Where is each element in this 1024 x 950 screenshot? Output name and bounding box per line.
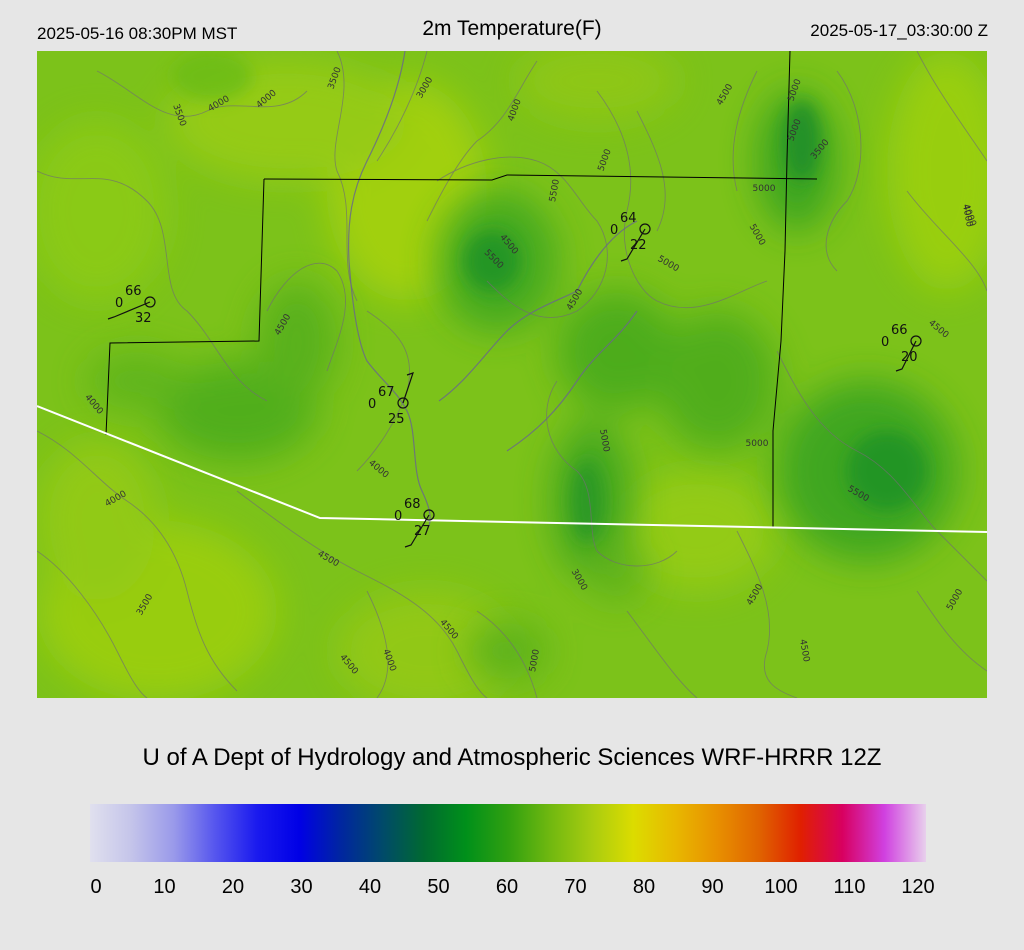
contour-label: 5500 xyxy=(548,178,562,203)
colorbar-tick-label: 60 xyxy=(495,876,519,898)
station-plot: 680 27 xyxy=(394,497,435,548)
station-circle xyxy=(910,335,922,347)
station-wind: 0 xyxy=(394,509,402,524)
colorbar-tick-label: 30 xyxy=(290,876,313,898)
valid-local-time: 2025-05-16 08:30PM MST xyxy=(37,24,238,43)
station-circle xyxy=(144,296,156,308)
wind-barb xyxy=(404,514,430,548)
station-dewpoint: 20 xyxy=(901,350,918,365)
colorbar-tick-label: 100 xyxy=(764,876,798,898)
colorbar-tick-label: 70 xyxy=(564,876,587,898)
elevation-contours xyxy=(37,51,987,698)
station-wind: 0 xyxy=(881,335,889,350)
wind-barb xyxy=(895,340,917,372)
contour-label: 4500 xyxy=(797,639,811,664)
station-circle xyxy=(397,397,409,409)
station-plot: 670 25 xyxy=(368,372,414,427)
contour-label: 5000 xyxy=(597,429,611,454)
station-plot: 660 20 xyxy=(881,323,922,372)
station-circle xyxy=(423,509,435,521)
station-wind: 0 xyxy=(368,397,376,412)
station-plot: 660 32 xyxy=(107,284,156,326)
wind-barb xyxy=(620,228,646,262)
county-borders xyxy=(105,51,818,528)
wind-barb xyxy=(402,372,414,404)
station-dewpoint: 27 xyxy=(414,524,431,539)
colorbar-tick-label: 120 xyxy=(901,876,935,898)
station-dewpoint: 25 xyxy=(388,412,405,427)
contour-label: 4000 xyxy=(960,204,974,229)
station-dewpoint: 22 xyxy=(630,238,647,253)
station-circle xyxy=(639,223,651,235)
station-temperature: 64 xyxy=(620,211,637,226)
colorbar-tick-label: 20 xyxy=(221,876,245,898)
colorbar-tick-label: 90 xyxy=(701,876,724,898)
colorbar-tick-label: 40 xyxy=(358,876,382,898)
contour-label: 5000 xyxy=(528,648,542,673)
contour-label: 5000 xyxy=(753,184,776,194)
station-dewpoint: 32 xyxy=(135,311,152,326)
station-temperature: 66 xyxy=(125,284,142,299)
model-credit: U of A Dept of Hydrology and Atmospheric… xyxy=(142,744,882,771)
station-wind: 0 xyxy=(610,223,618,238)
station-temperature: 68 xyxy=(404,497,421,512)
valid-utc-time: 2025-05-17_03:30:00 Z xyxy=(810,21,988,40)
temperature-colorbar xyxy=(90,804,926,862)
colorbar-tick-label: 10 xyxy=(153,876,176,898)
wind-barb xyxy=(107,301,151,320)
station-wind: 0 xyxy=(115,296,123,311)
station-plot: 640 22 xyxy=(610,211,651,262)
contour-label: 5000 xyxy=(746,439,769,449)
rivers xyxy=(348,51,638,527)
colorbar-tick-label: 110 xyxy=(833,876,866,898)
chart-title: 2m Temperature(F) xyxy=(422,17,602,40)
colorbar-tick-label: 80 xyxy=(632,876,656,898)
state-border xyxy=(37,405,987,533)
colorbar-tick-label: 0 xyxy=(90,876,102,898)
station-temperature: 66 xyxy=(891,323,908,338)
station-temperature: 67 xyxy=(378,385,395,400)
colorbar-tick-label: 50 xyxy=(427,876,450,898)
